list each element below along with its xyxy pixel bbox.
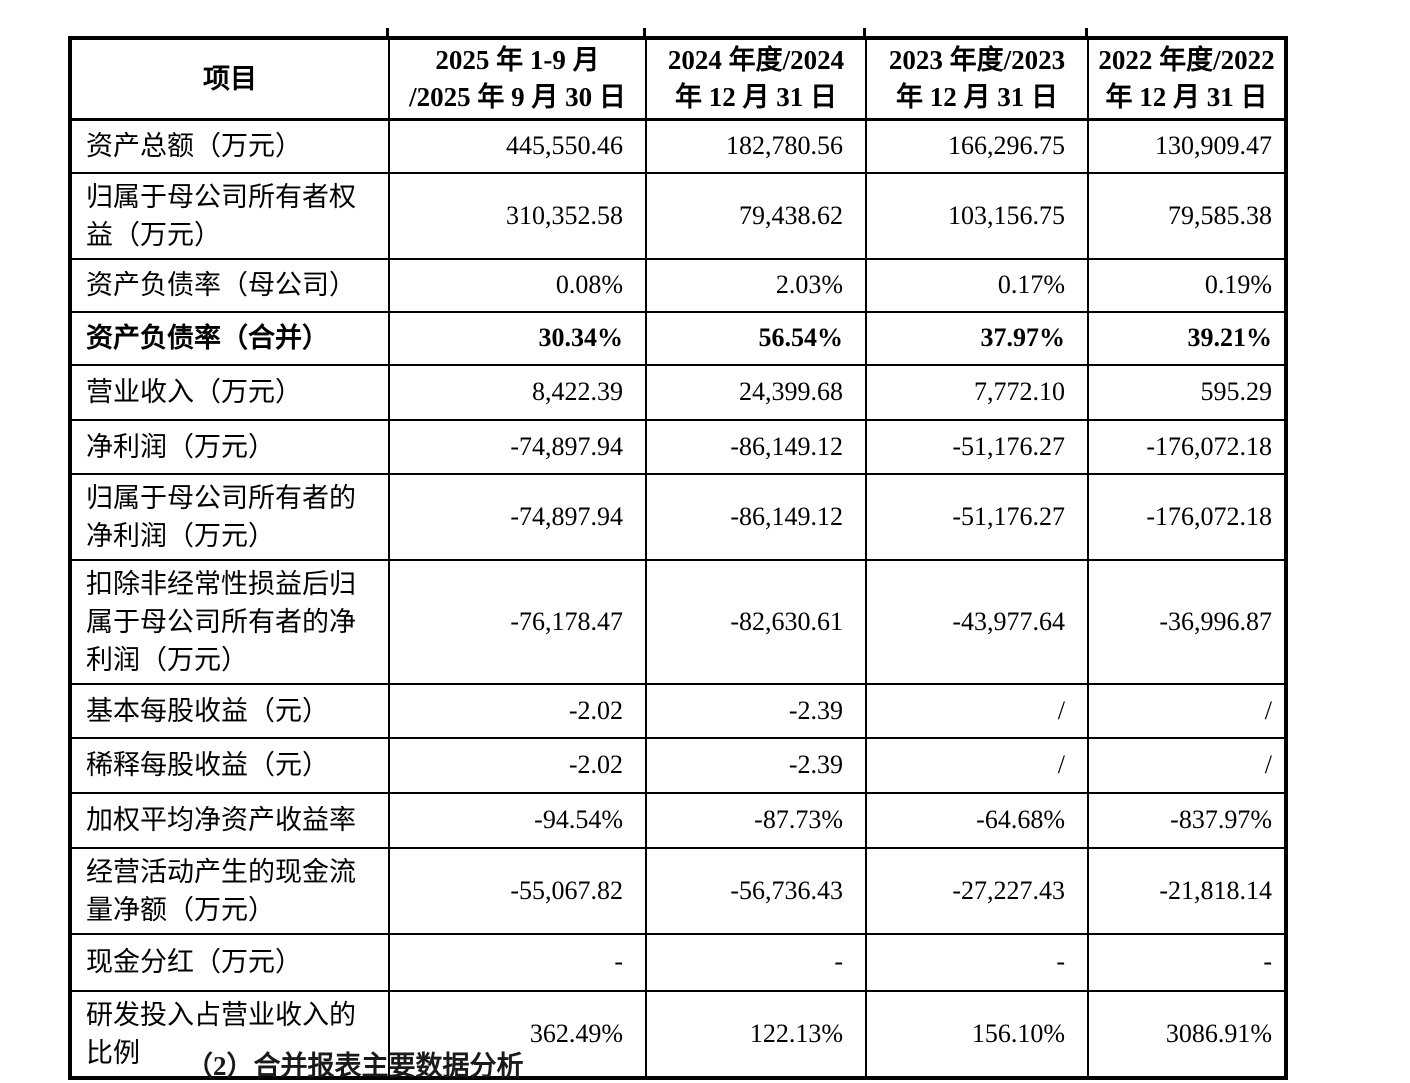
cell-value: 445,550.46 [388,118,647,174]
cell-value: -36,996.87 [1087,558,1287,685]
cell-value: - [1087,932,1287,992]
row-label: 归属于母公司所有者的 净利润（万元） [69,472,390,561]
row-label: 稀释每股收益（元） [69,736,390,794]
cell-value: 310,352.58 [388,171,647,260]
table-row: 现金分红（万元） - - - - [69,932,1287,992]
row-label: 资产负债率（母公司） [69,257,390,313]
cell-value: / [1087,736,1287,794]
cell-value: 166,296.75 [865,118,1089,174]
border-tick [1085,28,1088,36]
header-period-2023: 2023 年度/2023 年 12 月 31 日 [865,37,1089,121]
cell-value: 130,909.47 [1087,118,1287,174]
table-row: 基本每股收益（元） -2.02 -2.39 / / [69,682,1287,739]
cell-value: -74,897.94 [388,472,647,561]
cell-value: 595.29 [1087,363,1287,421]
cell-value: -51,176.27 [865,418,1089,475]
cell-value: -51,176.27 [865,472,1089,561]
cell-value: - [645,932,867,992]
cell-value: 8,422.39 [388,363,647,421]
table-row: 归属于母公司所有者的 净利润（万元） -74,897.94 -86,149.12… [69,472,1287,561]
cell-value: -55,067.82 [388,846,647,935]
table-row: 净利润（万元） -74,897.94 -86,149.12 -51,176.27… [69,418,1287,475]
row-label: 营业收入（万元） [69,363,390,421]
header-period-2022: 2022 年度/2022 年 12 月 31 日 [1087,37,1287,121]
cell-value: / [865,736,1089,794]
cell-value: -2.02 [388,736,647,794]
cell-value: -56,736.43 [645,846,867,935]
table-row: 经营活动产生的现金流 量净额（万元） -55,067.82 -56,736.43… [69,846,1287,935]
cell-value: 37.97% [865,310,1089,366]
row-label: 扣除非经常性损益后归 属于母公司所有者的净 利润（万元） [69,558,390,685]
cell-value: -86,149.12 [645,472,867,561]
row-label: 现金分红（万元） [69,932,390,992]
cell-value: 0.08% [388,257,647,313]
cell-value: 79,438.62 [645,171,867,260]
cell-value: 103,156.75 [865,171,1089,260]
header-period-2024: 2024 年度/2024 年 12 月 31 日 [645,37,867,121]
document-page: 项目 2025 年 1-9 月 /2025 年 9 月 30 日 2024 年度… [68,28,1288,1081]
cell-value: 3086.91% [1087,989,1287,1079]
cell-value: - [865,932,1089,992]
cell-value: -21,818.14 [1087,846,1287,935]
cell-value: 56.54% [645,310,867,366]
cell-value: -76,178.47 [388,558,647,685]
cell-value: / [865,682,1089,739]
table-row: 扣除非经常性损益后归 属于母公司所有者的净 利润（万元） -76,178.47 … [69,558,1287,685]
table-row: 资产总额（万元） 445,550.46 182,780.56 166,296.7… [69,118,1287,174]
cell-value: / [1087,682,1287,739]
cell-value: -43,977.64 [865,558,1089,685]
cell-value: 7,772.10 [865,363,1089,421]
cell-value: -2.39 [645,736,867,794]
cell-value: 24,399.68 [645,363,867,421]
cell-value: 156.10% [865,989,1089,1079]
cell-value: 0.19% [1087,257,1287,313]
cell-value: -82,630.61 [645,558,867,685]
row-label: 净利润（万元） [69,418,390,475]
row-label: 归属于母公司所有者权 益（万元） [69,171,390,260]
header-period-2025: 2025 年 1-9 月 /2025 年 9 月 30 日 [388,37,647,121]
table-row: 归属于母公司所有者权 益（万元） 310,352.58 79,438.62 10… [69,171,1287,260]
row-label: 资产总额（万元） [69,118,390,174]
table-header-row: 项目 2025 年 1-9 月 /2025 年 9 月 30 日 2024 年度… [69,37,1287,121]
header-item: 项目 [69,37,390,121]
cell-value: -94.54% [388,791,647,849]
border-tick [643,28,646,36]
row-label: 加权平均净资产收益率 [69,791,390,849]
cell-value: 0.17% [865,257,1089,313]
border-tick [386,28,389,36]
cell-value: -2.02 [388,682,647,739]
table-row: 稀释每股收益（元） -2.02 -2.39 / / [69,736,1287,794]
cell-value: 79,585.38 [1087,171,1287,260]
financial-indicators-table: 项目 2025 年 1-9 月 /2025 年 9 月 30 日 2024 年度… [68,36,1288,1080]
cell-value: 2.03% [645,257,867,313]
table-row: 资产负债率（合并） 30.34% 56.54% 37.97% 39.21% [69,310,1287,366]
cell-value: -87.73% [645,791,867,849]
cell-value: -837.97% [1087,791,1287,849]
cell-value: - [388,932,647,992]
row-label: 资产负债率（合并） [69,310,390,366]
table-row: 营业收入（万元） 8,422.39 24,399.68 7,772.10 595… [69,363,1287,421]
cell-value: -74,897.94 [388,418,647,475]
cell-value: -176,072.18 [1087,418,1287,475]
cell-value: -27,227.43 [865,846,1089,935]
cell-value: 30.34% [388,310,647,366]
cell-value: -176,072.18 [1087,472,1287,561]
cell-value: -64.68% [865,791,1089,849]
cell-value: 39.21% [1087,310,1287,366]
table-row: 加权平均净资产收益率 -94.54% -87.73% -64.68% -837.… [69,791,1287,849]
row-label: 基本每股收益（元） [69,682,390,739]
border-tick [863,28,866,36]
cell-value: -2.39 [645,682,867,739]
table-row: 资产负债率（母公司） 0.08% 2.03% 0.17% 0.19% [69,257,1287,313]
row-label: 经营活动产生的现金流 量净额（万元） [69,846,390,935]
cutoff-text: （2）合并报表主要数据分析 [186,1051,524,1081]
cell-value: 182,780.56 [645,118,867,174]
cell-value: -86,149.12 [645,418,867,475]
cell-value: 122.13% [645,989,867,1079]
